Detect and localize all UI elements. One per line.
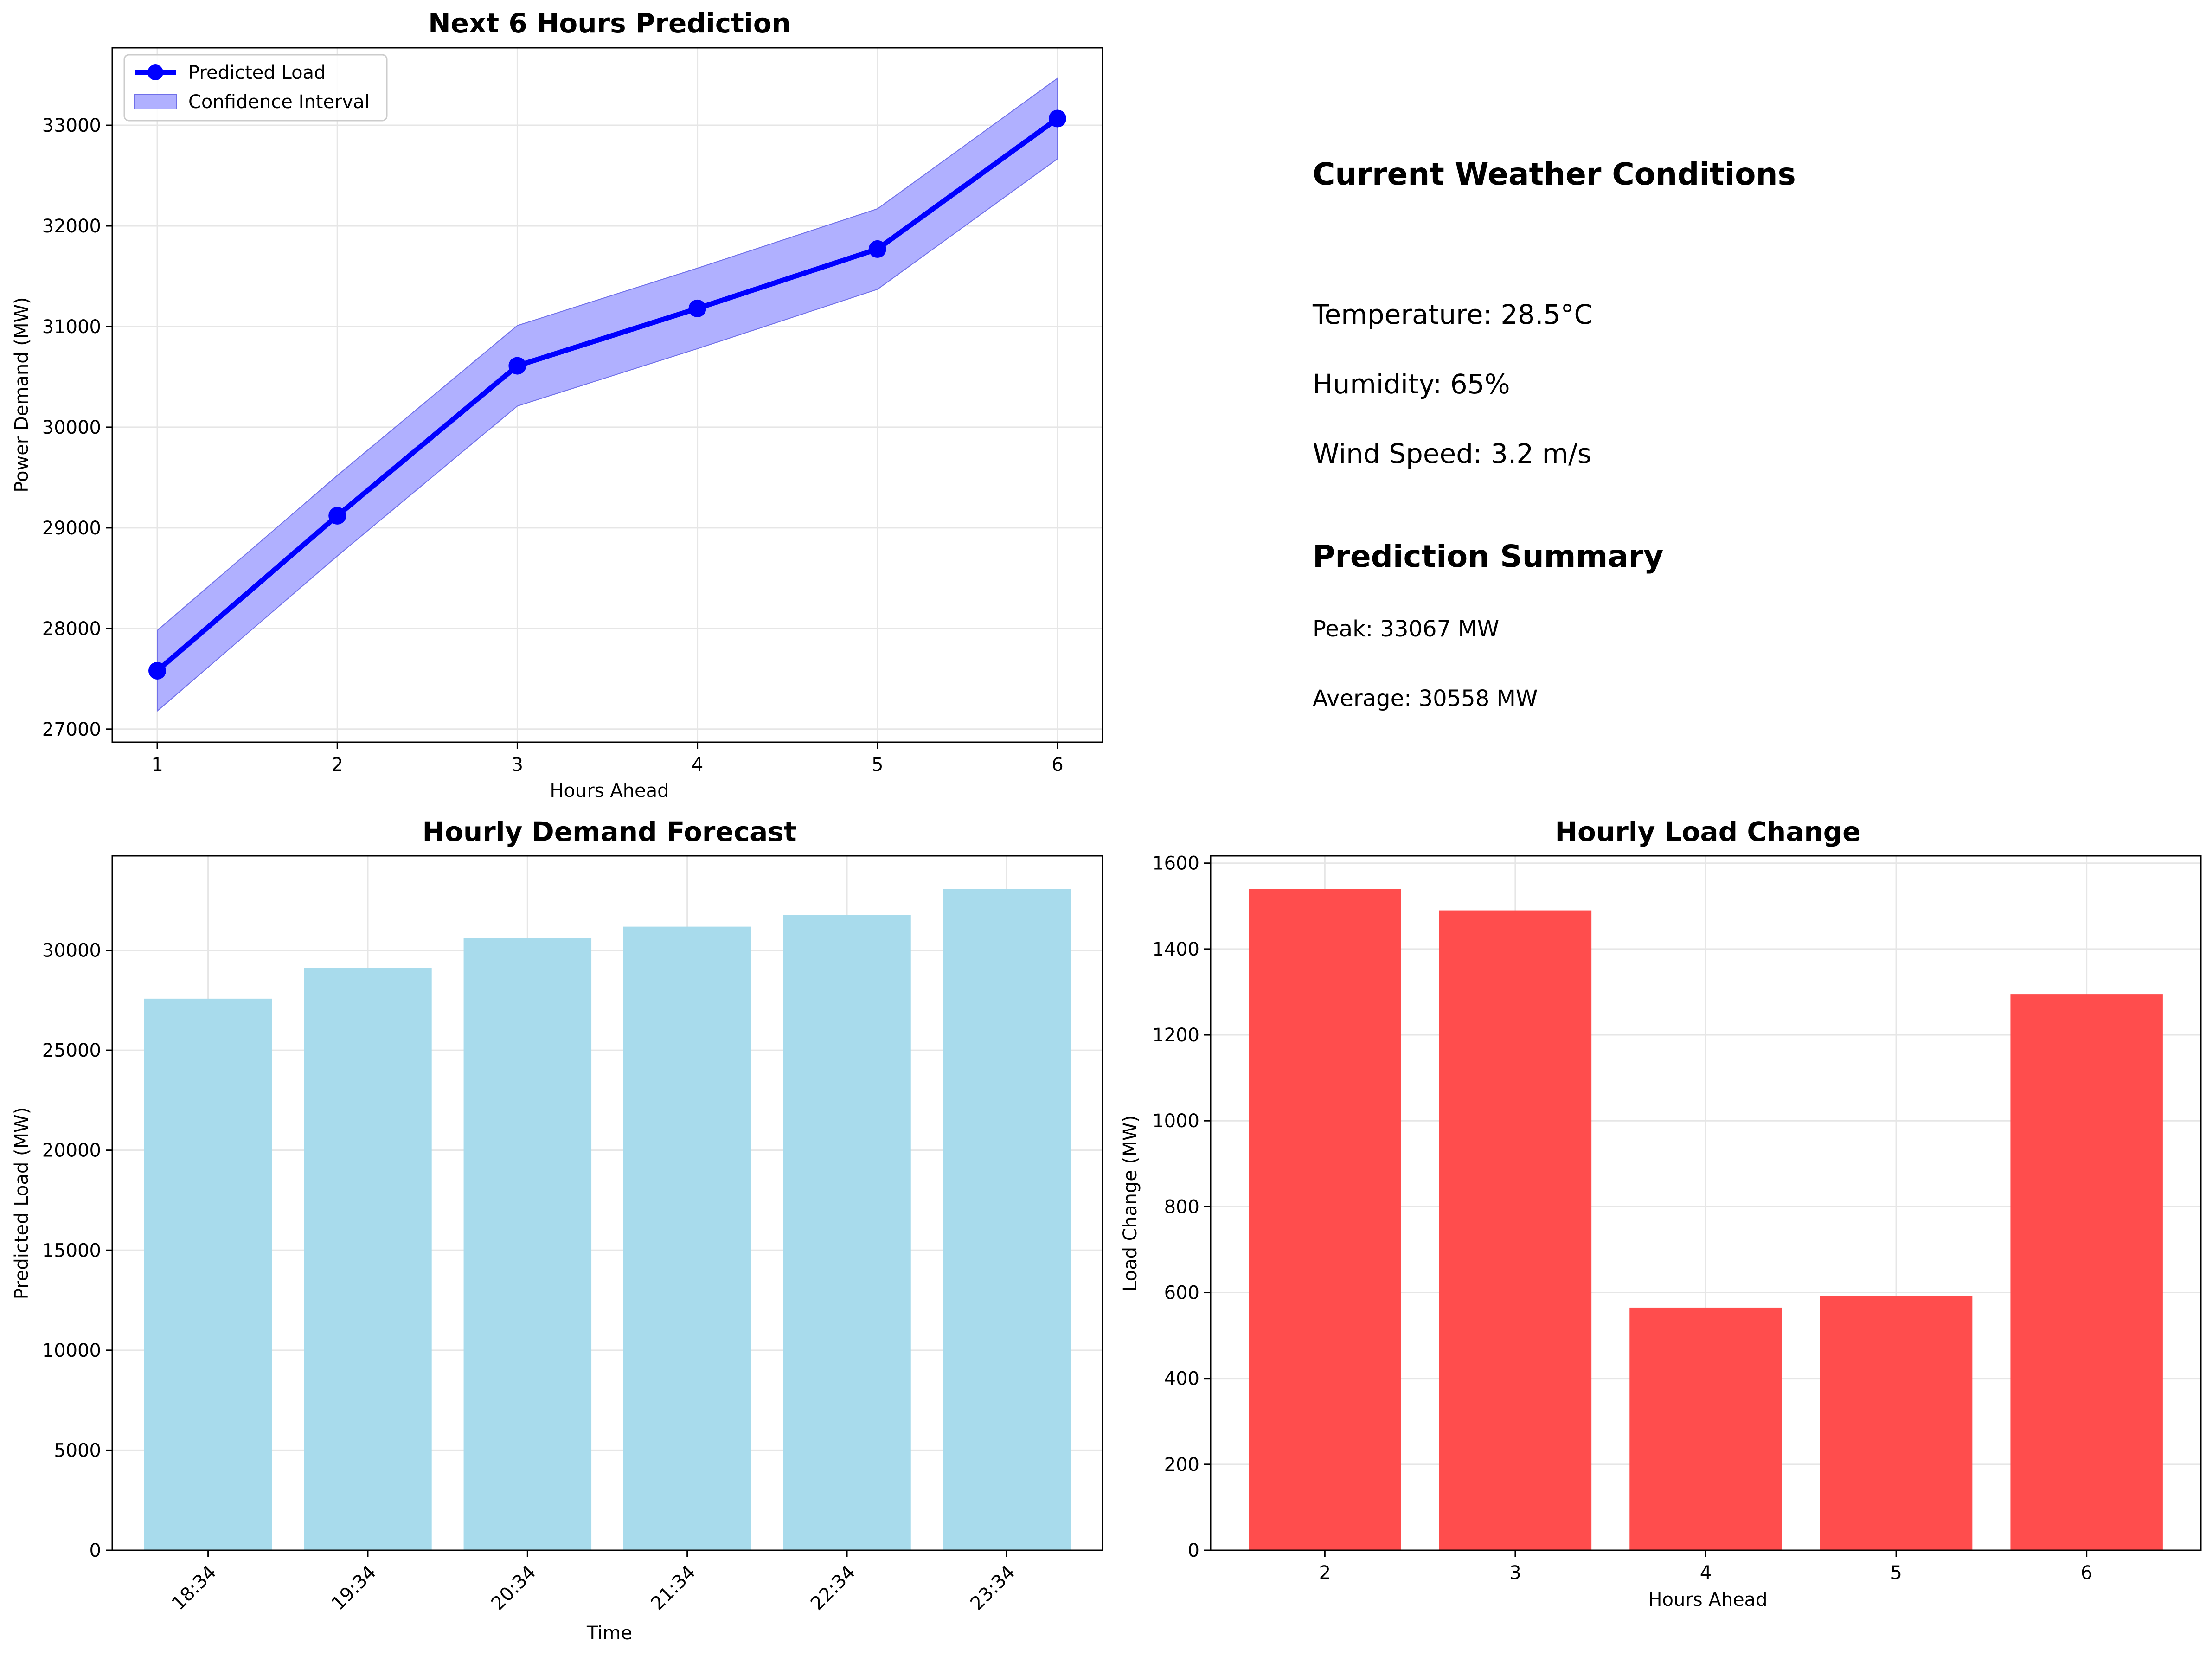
x-tick-label: 3	[512, 754, 523, 776]
y-tick-label: 800	[1164, 1196, 1199, 1218]
x-axis-label: Time	[586, 1623, 632, 1644]
y-tick-label: 5000	[54, 1440, 101, 1461]
bar	[2010, 994, 2163, 1550]
y-tick-label: 1000	[1152, 1110, 1199, 1132]
y-tick-label: 25000	[42, 1040, 101, 1061]
data-point	[1048, 109, 1066, 128]
y-axis-label: Load Change (MW)	[1120, 1115, 1141, 1291]
y-tick-label: 0	[90, 1540, 101, 1561]
y-tick-label: 33000	[42, 115, 101, 136]
data-point	[868, 240, 886, 258]
y-tick-label: 30000	[42, 940, 101, 962]
x-tick-label: 2	[332, 754, 343, 776]
y-tick-label: 31000	[42, 316, 101, 338]
bar	[144, 998, 272, 1550]
weather-heading: Current Weather Conditions	[1313, 156, 1796, 192]
legend: Predicted Load Confidence Interval	[123, 54, 388, 122]
legend-label-confidence-interval: Confidence Interval	[188, 91, 370, 113]
summary-heading: Prediction Summary	[1313, 539, 1663, 574]
bar	[1820, 1296, 1973, 1550]
x-axis-label: Hours Ahead	[550, 780, 669, 802]
y-tick-label: 600	[1164, 1283, 1199, 1304]
y-axis-label: Predicted Load (MW)	[11, 1107, 32, 1299]
bar	[1439, 910, 1592, 1550]
bar	[783, 915, 911, 1550]
peak-text: Peak: 33067 MW	[1313, 616, 1499, 642]
y-tick-label: 29000	[42, 518, 101, 539]
y-tick-label: 0	[1188, 1540, 1199, 1561]
chart-title: Hourly Demand Forecast	[422, 816, 796, 847]
x-tick-label: 4	[1700, 1562, 1712, 1584]
y-tick-label: 27000	[42, 719, 101, 740]
y-axis-label: Power Demand (MW)	[11, 297, 32, 492]
x-tick-label: 3	[1509, 1562, 1521, 1584]
bar	[304, 968, 432, 1550]
x-tick-label: 2	[1319, 1562, 1331, 1584]
y-tick-label: 1200	[1152, 1025, 1199, 1046]
data-point	[508, 357, 526, 375]
x-tick-label: 5	[1890, 1562, 1902, 1584]
info-panel: Current Weather Conditions Temperature: …	[1312, 156, 1796, 712]
y-tick-label: 10000	[42, 1340, 101, 1361]
data-point	[688, 299, 706, 317]
bar	[943, 889, 1071, 1550]
x-tick-label: 6	[2081, 1562, 2092, 1584]
confidence-band	[157, 77, 1058, 712]
chart-title: Next 6 Hours Prediction	[428, 7, 791, 39]
bar	[1629, 1307, 1782, 1550]
bar	[1249, 889, 1401, 1550]
x-tick-label: 5	[872, 754, 883, 776]
prediction-line-chart: Next 6 Hours Prediction 1 2 3 4 5 6 27000 2800…	[11, 7, 1103, 802]
y-tick-label: 20000	[42, 1140, 101, 1162]
average-text: Average: 30558 MW	[1313, 686, 1538, 712]
humidity-text: Humidity: 65%	[1313, 368, 1510, 400]
y-tick-label: 1400	[1152, 939, 1199, 960]
x-tick-label: 6	[1052, 754, 1063, 776]
legend-line-marker	[147, 64, 163, 80]
y-tick-label: 200	[1164, 1454, 1199, 1476]
y-tick-label: 1600	[1152, 853, 1199, 874]
plot-frame	[111, 47, 1103, 743]
y-tick-label: 30000	[42, 417, 101, 438]
y-tick-label: 15000	[42, 1240, 101, 1261]
temperature-text: Temperature: 28.5°C	[1312, 299, 1593, 330]
y-tick-label: 400	[1164, 1368, 1199, 1390]
y-tick-label: 32000	[42, 216, 101, 237]
predicted-load-line	[155, 116, 1059, 673]
chart-title: Hourly Load Change	[1555, 816, 1861, 847]
legend-band-swatch	[134, 94, 177, 109]
y-tick-label: 28000	[42, 618, 101, 640]
x-tick-label: 1	[151, 754, 163, 776]
data-point	[148, 661, 167, 680]
x-axis-label: Hours Ahead	[1648, 1589, 1767, 1611]
legend-label-predicted-load: Predicted Load	[188, 62, 326, 83]
plot-frame	[111, 855, 1103, 1551]
bar	[623, 926, 751, 1550]
hourly-load-change-bar-chart: Hourly Load Change 2 3 4 5 6 0 200 400 600 800 10…	[1120, 816, 2202, 1611]
x-tick-label: 4	[692, 754, 703, 776]
data-point	[328, 507, 346, 525]
bar	[463, 938, 592, 1550]
wind-speed-text: Wind Speed: 3.2 m/s	[1313, 438, 1591, 469]
